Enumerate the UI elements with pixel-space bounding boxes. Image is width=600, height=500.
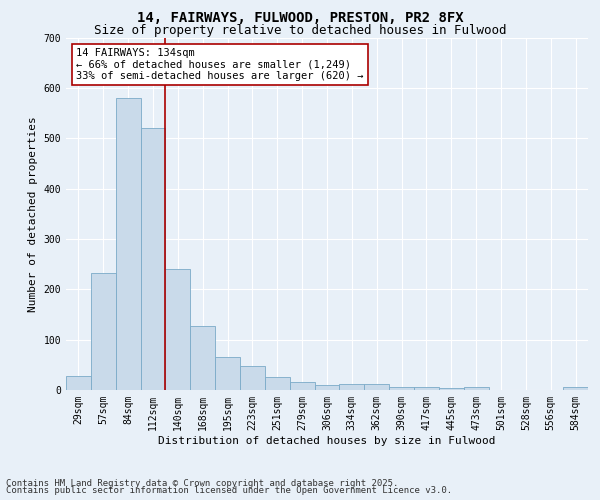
Bar	[116, 98, 140, 390]
Bar	[265, 378, 290, 390]
Bar	[140, 128, 166, 390]
Bar	[340, 384, 364, 390]
Bar	[166, 269, 190, 390]
Text: 14 FAIRWAYS: 134sqm
← 66% of detached houses are smaller (1,249)
33% of semi-det: 14 FAIRWAYS: 134sqm ← 66% of detached ho…	[76, 48, 364, 82]
Bar	[91, 273, 116, 390]
Y-axis label: Number of detached properties: Number of detached properties	[28, 116, 38, 312]
Bar	[240, 366, 265, 390]
Bar	[464, 388, 488, 390]
Bar	[439, 388, 464, 390]
Bar	[563, 388, 588, 390]
Bar	[314, 385, 340, 390]
Text: 14, FAIRWAYS, FULWOOD, PRESTON, PR2 8FX: 14, FAIRWAYS, FULWOOD, PRESTON, PR2 8FX	[137, 11, 463, 25]
Bar	[364, 384, 389, 390]
X-axis label: Distribution of detached houses by size in Fulwood: Distribution of detached houses by size …	[158, 436, 496, 446]
Bar	[290, 382, 314, 390]
Bar	[190, 326, 215, 390]
Text: Size of property relative to detached houses in Fulwood: Size of property relative to detached ho…	[94, 24, 506, 37]
Text: Contains HM Land Registry data © Crown copyright and database right 2025.: Contains HM Land Registry data © Crown c…	[6, 478, 398, 488]
Bar	[414, 388, 439, 390]
Bar	[66, 376, 91, 390]
Bar	[389, 388, 414, 390]
Bar	[215, 358, 240, 390]
Text: Contains public sector information licensed under the Open Government Licence v3: Contains public sector information licen…	[6, 486, 452, 495]
